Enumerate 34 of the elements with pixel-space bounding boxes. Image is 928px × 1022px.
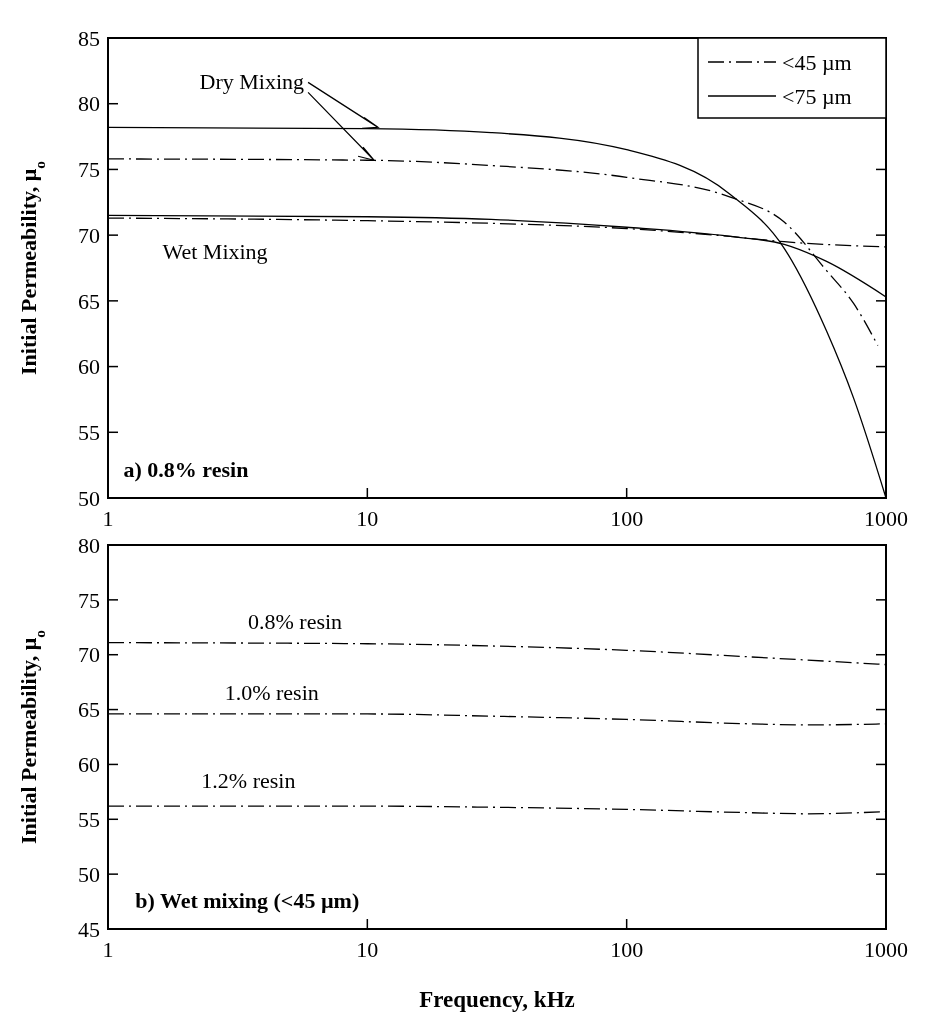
- y-tick-label: 85: [78, 25, 100, 51]
- x-tick-label: 100: [610, 506, 644, 531]
- series-label: 1.0% resin: [224, 679, 319, 705]
- x-tick-label: 100: [610, 937, 644, 962]
- y-tick-label: 75: [78, 157, 100, 183]
- annotation: b) Wet mixing (<45 µm): [135, 887, 360, 913]
- y-tick-label: 55: [78, 419, 100, 445]
- legend-label: <75 µm: [782, 83, 852, 109]
- y-tick-label: 65: [78, 697, 100, 723]
- legend-label: <45 µm: [782, 49, 852, 75]
- x-tick-label: 10: [356, 506, 379, 531]
- x-axis-title: Frequency, kHz: [419, 987, 575, 1012]
- annotation: Dry Mixing: [199, 69, 305, 95]
- x-tick-label: 1000: [864, 937, 908, 962]
- annotation: Wet Mixing: [162, 238, 268, 264]
- x-tick-label: 1000: [864, 506, 908, 531]
- x-tick-label: 10: [356, 937, 379, 962]
- y-tick-label: 45: [78, 916, 100, 942]
- y-tick-label: 80: [78, 532, 100, 558]
- y-tick-label: 60: [78, 752, 100, 778]
- y-tick-label: 55: [78, 806, 100, 832]
- annotation: a) 0.8% resin: [123, 457, 249, 483]
- y-tick-label: 60: [78, 354, 100, 380]
- y-tick-label: 50: [78, 485, 100, 511]
- series-label: 0.8% resin: [248, 608, 343, 634]
- y-tick-label: 50: [78, 861, 100, 887]
- y-tick-label: 70: [78, 642, 100, 668]
- x-tick-label: 1: [102, 937, 114, 962]
- y-tick-label: 75: [78, 587, 100, 613]
- y-tick-label: 65: [78, 288, 100, 314]
- x-tick-label: 1: [102, 506, 114, 531]
- series-label: 1.2% resin: [201, 768, 296, 794]
- y-tick-label: 80: [78, 91, 100, 117]
- y-tick-label: 70: [78, 222, 100, 248]
